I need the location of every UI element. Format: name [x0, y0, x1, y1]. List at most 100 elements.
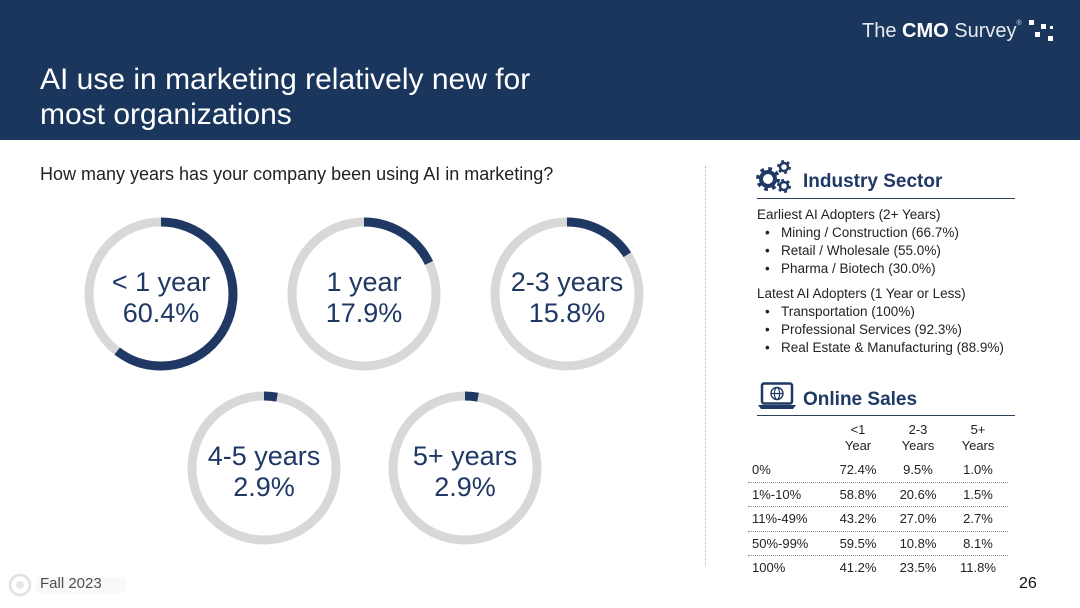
- table-header-cell: 2-3 Years: [888, 420, 948, 458]
- table-cell: 1.5%: [963, 486, 993, 502]
- donut-label: < 1 year 60.4%: [81, 214, 241, 374]
- donut-category-label: 1 year: [326, 266, 402, 297]
- table-row-label: 1%-10%: [752, 486, 802, 502]
- donut-label: 1 year 17.9%: [284, 214, 444, 374]
- page-number: 26: [1019, 575, 1037, 592]
- donut-chart-less-than-1-year: < 1 year 60.4%: [81, 214, 241, 374]
- table-row-label: 100%: [752, 560, 786, 575]
- donut-value-label: 2.9%: [233, 471, 295, 502]
- donut-chart-1-year: 1 year 17.9%: [284, 214, 444, 374]
- table-row-label: 0%: [752, 462, 771, 477]
- survey-question: How many years has your company been usi…: [40, 164, 554, 184]
- online-sales-heading-rule: [757, 415, 1015, 416]
- logo-registered-mark: ®: [1016, 20, 1022, 27]
- table-cell: 10.8%: [899, 535, 937, 551]
- bullet-icon: •: [765, 340, 770, 355]
- logo-squares-icon: [1029, 20, 1053, 41]
- donut-value-label: 60.4%: [122, 297, 200, 328]
- donut-svg: [287, 217, 441, 371]
- list-item: • Retail / Wholesale (55.0%): [757, 242, 1037, 260]
- logo-word-cmo: CMO: [902, 20, 949, 42]
- table-row-label: 50%-99%: [752, 535, 809, 551]
- list-item-text: Mining / Construction (66.7%): [781, 225, 959, 240]
- group-title: Latest AI Adopters (1 Year or Less): [757, 286, 966, 301]
- table-cell: 2.7%: [963, 511, 993, 526]
- table-header-cell: 5+ Years: [948, 420, 1008, 458]
- donut-category-label: < 1 year: [111, 266, 211, 297]
- bullet-list: • Transportation (100%) • Professional Ser…: [757, 303, 1037, 357]
- footer-season: Fall 2023: [40, 575, 102, 593]
- table-header-row: <1 Year 2-3 Years 5+ Years: [748, 420, 1008, 458]
- donut-chart-2-3-years: 2-3 years 15.8%: [487, 214, 647, 374]
- table-cell: 72.4%: [839, 462, 877, 477]
- donut-category-label: 2-3 years: [510, 266, 624, 297]
- group-title: Earliest AI Adopters (2+ Years): [757, 207, 941, 222]
- table-header-cell: <1 Year: [828, 420, 888, 458]
- donut-value-label: 17.9%: [325, 297, 403, 328]
- list-item: • Real Estate & Manufacturing (88.9%): [757, 339, 1037, 357]
- table-cell: 9.5%: [903, 462, 933, 477]
- donut-arc: [287, 217, 441, 371]
- donut-arc: [84, 217, 238, 371]
- online-sales-table: <1 Year 2-3 Years 5+ Years 0% 72.4% 9.5%…: [748, 420, 1008, 581]
- table-cell: 1.0%: [963, 462, 993, 477]
- donut-value-label: 15.8%: [528, 297, 606, 328]
- gears-icon: [756, 160, 791, 193]
- logo-word-the: The: [862, 20, 897, 42]
- slide-title-line-2: most organizations: [40, 98, 292, 131]
- donut-svg: [84, 217, 238, 371]
- table-header-line: Years: [961, 438, 995, 453]
- donut-label: 2-3 years 15.8%: [487, 214, 647, 374]
- online-sales-heading: Online Sales: [803, 389, 918, 410]
- vertical-divider: [705, 166, 706, 566]
- list-item-text: Pharma / Biotech (30.0%): [781, 261, 936, 276]
- donut-chart-5-plus-years: 5+ years 2.9%: [385, 388, 545, 548]
- table-row: 0% 72.4% 9.5% 1.0%: [748, 458, 1008, 483]
- list-item: • Professional Services (92.3%): [757, 321, 1037, 339]
- list-item-text: Professional Services (92.3%): [781, 322, 962, 337]
- table-row-label: 11%-49%: [752, 511, 808, 526]
- watermark-logo-icon: [8, 573, 126, 597]
- donut-svg: [388, 391, 542, 545]
- table-row: 11%-49% 43.2% 27.0% 2.7%: [748, 507, 1008, 532]
- laptop-globe-icon: [758, 382, 796, 409]
- list-item-text: Retail / Wholesale (55.0%): [781, 243, 941, 258]
- list-item: • Transportation (100%): [757, 303, 1037, 321]
- table-header-line: <1: [850, 422, 866, 437]
- table-cell: 8.1%: [963, 535, 993, 551]
- list-item: • Pharma / Biotech (30.0%): [757, 260, 1037, 278]
- bullet-icon: •: [765, 322, 770, 337]
- donut-category-label: 4-5 years: [207, 440, 321, 471]
- bullet-icon: •: [765, 304, 770, 319]
- donut-svg: [490, 217, 644, 371]
- list-item: • Mining / Construction (66.7%): [757, 224, 1037, 242]
- table-header-line: Year: [844, 438, 872, 453]
- donut-category-label: 5+ years: [412, 440, 518, 471]
- table-header-line: Years: [901, 438, 935, 453]
- industry-sector-heading: Industry Sector: [803, 171, 943, 192]
- table-cell: 20.6%: [899, 486, 937, 502]
- list-item-text: Transportation (100%): [781, 304, 915, 319]
- donut-arc: [388, 391, 542, 545]
- table-header-blank: [748, 420, 828, 458]
- logo-word-survey: Survey: [954, 20, 1017, 42]
- earliest-adopters-group: Earliest AI Adopters (2+ Years) • Mining …: [757, 206, 1037, 278]
- table-row: 50%-99% 59.5% 10.8% 8.1%: [748, 532, 1008, 556]
- slide-title-line-1: AI use in marketing relatively new for: [40, 63, 531, 96]
- donut-value-label: 2.9%: [434, 471, 496, 502]
- donut-arc: [490, 217, 644, 371]
- industry-sector-list: Earliest AI Adopters (2+ Years) • Mining …: [757, 206, 1037, 357]
- bullet-icon: •: [765, 225, 770, 240]
- table-cell: 58.8%: [839, 486, 877, 502]
- bullet-list: • Mining / Construction (66.7%) • Retail /…: [757, 224, 1037, 278]
- table-cell: 43.2%: [839, 511, 877, 526]
- donut-label: 5+ years 2.9%: [385, 388, 545, 548]
- table-header-line: 2-3: [908, 422, 928, 437]
- donut-arc: [187, 391, 341, 545]
- cmo-survey-logo: The CMO Survey®: [862, 19, 1022, 43]
- table-header-line: 5+: [970, 422, 986, 437]
- list-item-text: Real Estate & Manufacturing (88.9%): [781, 340, 1004, 355]
- donut-chart-4-5-years: 4-5 years 2.9%: [184, 388, 344, 548]
- table-row: 1%-10% 58.8% 20.6% 1.5%: [748, 483, 1008, 507]
